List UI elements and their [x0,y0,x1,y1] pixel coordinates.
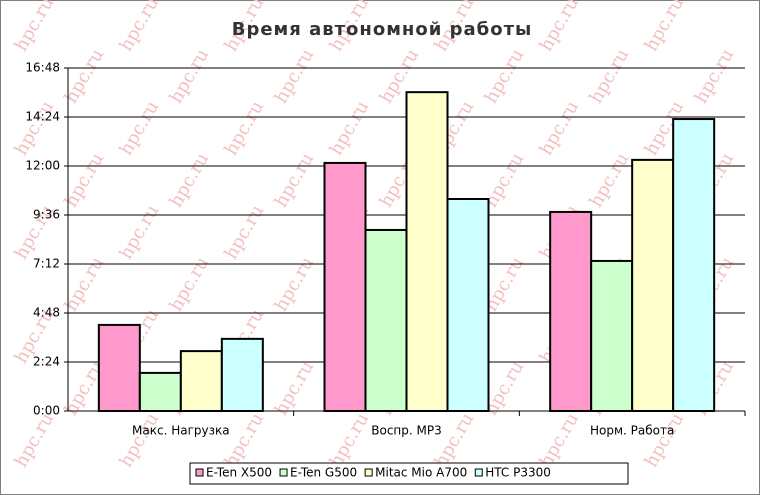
y-tick-label: 2:24 [33,355,60,369]
bar [364,228,408,412]
bar [446,198,490,412]
legend-swatch [474,468,483,477]
bar [97,323,141,413]
x-tick-label: Норм. Работа [590,424,674,438]
bar [631,158,675,412]
y-tick-label: 9:36 [33,208,60,222]
legend-label: E-Ten X500 [206,466,272,480]
y-tick-label: 16:48 [25,61,60,75]
bar [220,337,264,412]
x-tick-label: Воспр. MP3 [371,424,442,438]
y-tick-label: 4:48 [33,306,60,320]
legend-box [189,462,629,485]
legend-swatch [279,468,288,477]
legend-swatch [195,468,204,477]
bar [549,210,593,412]
bar [179,350,223,413]
y-tick-label: 7:12 [33,257,60,271]
bar [590,259,634,412]
legend-label: HTC P3300 [485,466,551,480]
bar [405,91,449,412]
bar [672,118,716,413]
bar [323,161,367,412]
legend-label: Mitac Mio A700 [375,466,467,480]
legend-swatch [364,468,373,477]
y-tick-label: 14:24 [25,110,60,124]
x-tick-label: Макс. Нагрузка [132,424,230,438]
bar [138,371,182,412]
y-tick-label: 12:00 [25,159,60,173]
legend-label: E-Ten G500 [290,466,357,480]
chart-title: Время автономной работы [232,19,533,40]
y-tick-label: 0:00 [33,404,60,418]
